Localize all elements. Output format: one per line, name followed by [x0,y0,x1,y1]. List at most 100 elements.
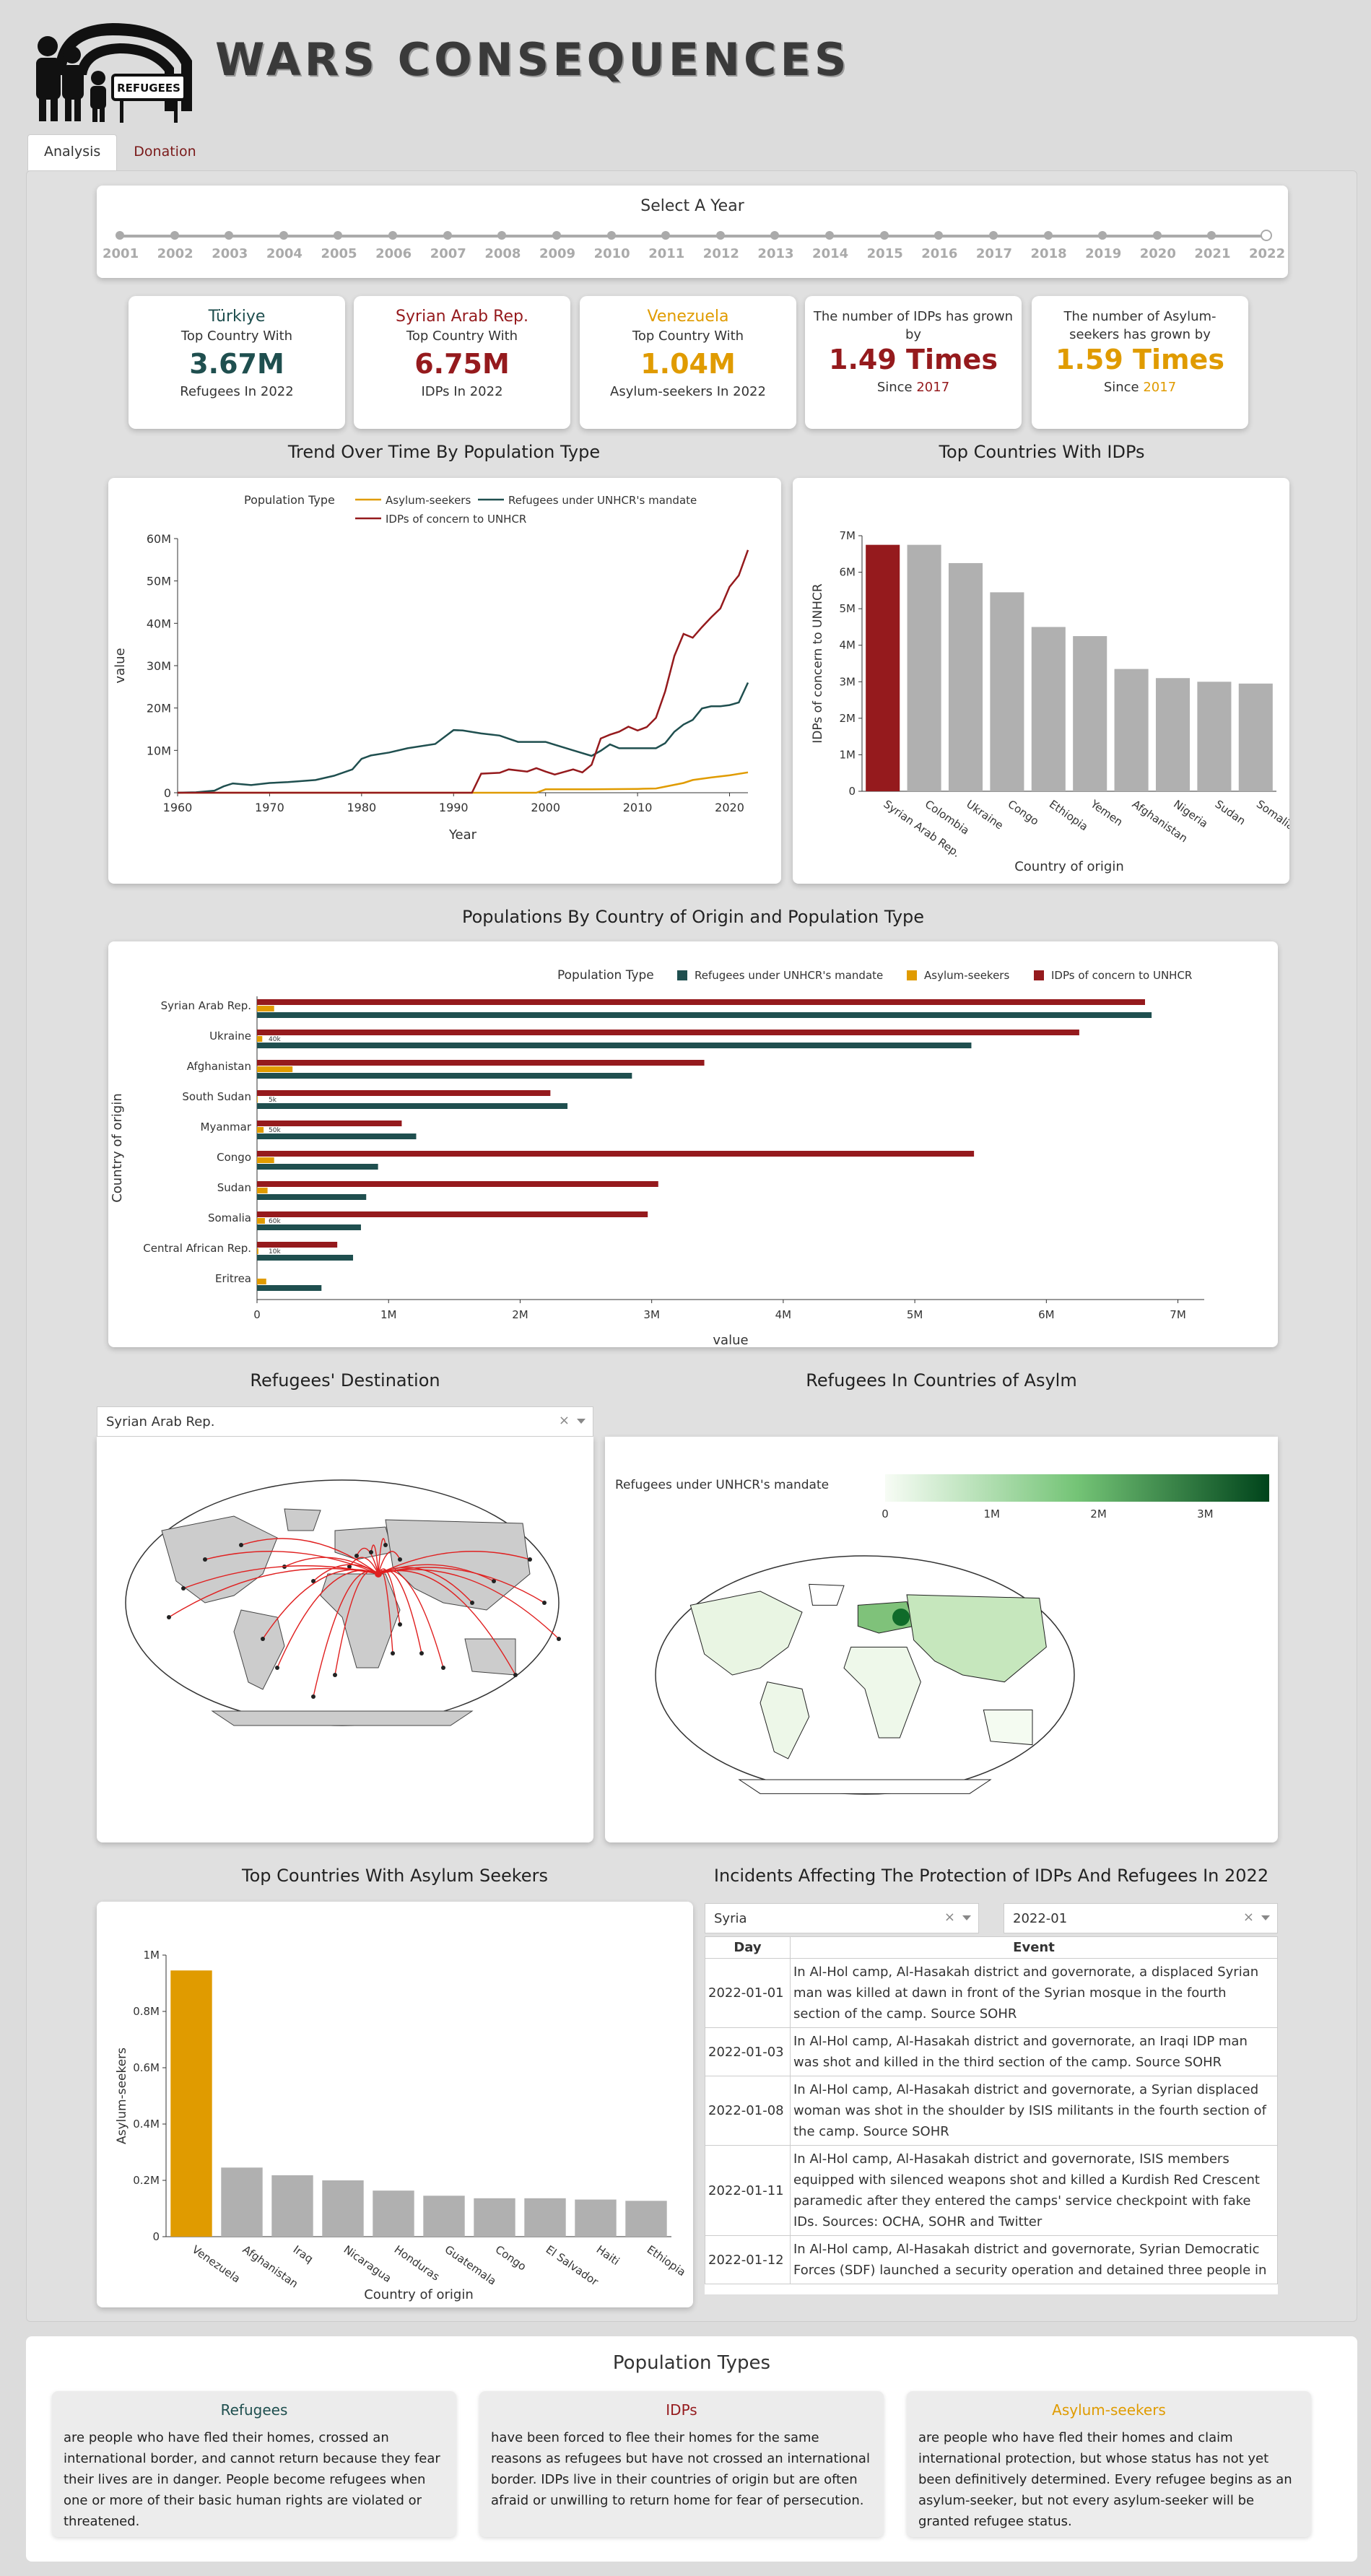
table-row[interactable]: 2022-01-08 In Al-Hol camp, Al-Hasakah dis… [705,2076,1278,2146]
slider-year-label[interactable]: 2005 [321,246,357,261]
slider-year-label[interactable]: 2022 [1249,246,1286,261]
destination-point [311,1694,315,1699]
destination-dropdown[interactable]: Syrian Arab Rep. × [97,1406,593,1437]
slider-dot[interactable] [1207,231,1217,240]
destination-point [419,1651,424,1655]
top-asylum-title: Top Countries With Asylum Seekers [242,1866,548,1886]
slider-year-label[interactable]: 2020 [1139,246,1176,261]
slider-dot[interactable] [279,231,288,240]
y-tick-label: 3M [840,675,856,688]
slider-dot[interactable] [443,231,452,240]
slider-year-label[interactable]: 2001 [103,246,139,261]
slider-year-label[interactable]: 2018 [1030,246,1067,261]
slider-year-label[interactable]: 2003 [212,246,248,261]
population-type-name: IDPs [666,2401,697,2419]
destination-map[interactable] [97,1437,593,1842]
slider-year-label[interactable]: 2015 [866,246,903,261]
slider-dot[interactable] [1098,231,1107,240]
slider-year-label[interactable]: 2006 [375,246,412,261]
bar [1197,682,1232,791]
destination-point [347,1565,352,1569]
chevron-down-icon[interactable] [577,1419,586,1424]
slider-dot[interactable] [715,231,725,240]
slider-dot[interactable] [879,231,889,240]
data-label: 5k [269,1097,277,1104]
flow-arc [349,1557,379,1575]
slider-dot[interactable] [934,231,944,240]
slider-dot[interactable] [388,231,398,240]
table-row[interactable]: 2022-01-12 In Al-Hol camp, Al-Hasakah dis… [705,2235,1278,2284]
chevron-down-icon[interactable] [1261,1915,1270,1920]
table-row[interactable]: 2022-01-11 In Al-Hol camp, Al-Hasakah dis… [705,2145,1278,2236]
slider-dot[interactable] [170,231,179,240]
slider-dot[interactable] [606,231,616,240]
clear-icon[interactable]: × [558,1413,570,1428]
slider-dot[interactable] [825,231,835,240]
slider-year-label[interactable]: 2013 [757,246,794,261]
slider-year-label[interactable]: 2007 [430,246,466,261]
bar [866,544,900,791]
slider-dot[interactable] [1152,231,1162,240]
legend-label: Refugees under UNHCR's mandate [695,969,883,982]
data-label: 10k [269,1248,281,1256]
destination-point [383,1543,388,1547]
slider-year-label[interactable]: 2010 [593,246,630,261]
slider-year-label[interactable]: 2004 [266,246,303,261]
year-slider[interactable]: 2001 2002 2003 2004 2005 2006 2007 2008 2009 2010… [103,230,1285,261]
flow-arc [378,1538,386,1575]
chevron-down-icon[interactable] [962,1915,971,1920]
slider-dot[interactable] [770,231,780,240]
clear-icon[interactable]: × [944,1910,955,1925]
incident-country-dropdown[interactable]: Syria × [705,1903,979,1933]
data-label: 40k [269,1036,281,1043]
incident-event: In Al-Hol camp, Al-Hasakah district and … [790,1958,1278,2028]
north-america-shape [161,1515,278,1604]
slider-dot[interactable] [334,231,343,240]
incident-event: In Al-Hol camp, Al-Hasakah district and … [790,2235,1278,2284]
growth-since: Since [1103,380,1139,395]
slider-year-label[interactable]: 2009 [539,246,576,261]
kpi-footer: IDPs In 2022 [421,384,503,399]
slider-year-label[interactable]: 2019 [1085,246,1122,261]
slider-dot[interactable] [116,231,124,240]
slider-year-label[interactable]: 2012 [702,246,739,261]
slider-dot[interactable] [988,231,998,240]
asylum-map[interactable]: Refugees under UNHCR's mandate 0 1M 2M 3M [605,1437,1278,1842]
tab-analysis[interactable]: Analysis [27,134,118,170]
slider-year-label[interactable]: 2008 [484,246,521,261]
slider-dot[interactable] [552,231,561,240]
x-tick-label: Somalia [1254,798,1289,833]
page-title: WARS CONSEQUENCES [215,33,850,86]
tab-donation[interactable]: Donation [134,144,196,160]
incident-month-dropdown[interactable]: 2022-01 × [1004,1903,1278,1933]
destination-point [557,1637,561,1641]
slider-year-label[interactable]: 2016 [921,246,958,261]
slider-year-label[interactable]: 2021 [1194,246,1231,261]
bar [524,2198,566,2237]
bar [257,1242,338,1248]
table-row[interactable]: 2022-01-01 In Al-Hol camp, Al-Hasakah dis… [705,1958,1278,2028]
clear-icon[interactable]: × [1242,1910,1254,1925]
slider-handle[interactable] [1261,230,1272,241]
slider-year-label[interactable]: 2011 [648,246,685,261]
slider-year-label[interactable]: 2017 [975,246,1012,261]
slider-year-label[interactable]: 2002 [157,246,193,261]
y-tick-label: 0.4M [133,2118,160,2131]
y-tick-label: Syrian Arab Rep. [161,999,251,1012]
slider-dot[interactable] [661,231,671,240]
slider-dot[interactable] [497,231,507,240]
slider-year-label[interactable]: 2014 [812,246,849,261]
bar [907,544,941,791]
bar [257,1012,1152,1018]
bar [257,1181,658,1187]
table-row[interactable]: 2022-01-03 In Al-Hol camp, Al-Hasakah dis… [705,2027,1278,2076]
population-type-name: Refugees [220,2401,288,2419]
y-tick-label: 0 [164,786,171,800]
slider-dot[interactable] [1043,231,1053,240]
slider-dot[interactable] [225,231,234,240]
data-label: 50k [269,1127,281,1134]
x-tick-label: Guatemala [443,2243,499,2288]
x-axis-label: value [713,1333,748,1347]
x-axis-label: Country of origin [1014,859,1124,874]
incident-table-wrap[interactable]: Day Event 2022-01-01 In Al-Hol camp, Al-Ha… [705,1936,1278,2294]
